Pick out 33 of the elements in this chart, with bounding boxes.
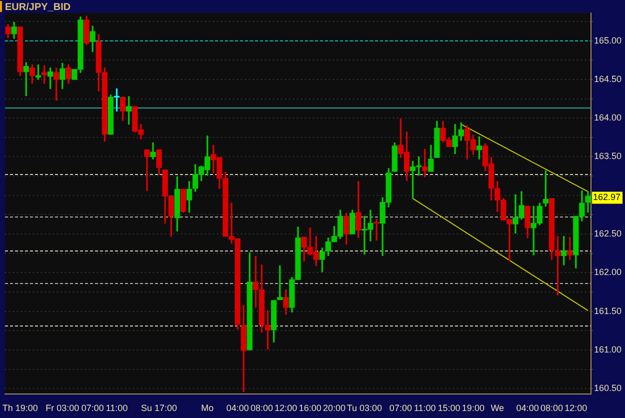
y-tick-label: 165.00 [594, 35, 622, 46]
x-tick-label: 07:00 [389, 402, 412, 413]
x-tick-label: 04:00 [516, 402, 539, 413]
y-tick-label: 161.00 [594, 344, 622, 354]
y-tick-label: 162.00 [594, 267, 622, 278]
x-tick-label: 11:00 [106, 402, 128, 413]
x-tick-label: 11:00 [414, 402, 436, 413]
y-tick-label: 164.50 [594, 74, 622, 84]
x-tick-label: 07:00 [81, 402, 104, 413]
x-tick-label: Mo [201, 402, 214, 413]
y-tick-label: 160.50 [594, 383, 622, 394]
x-tick-label: 16:00 [298, 402, 322, 413]
y-tick-label: 161.50 [594, 306, 622, 316]
candlestick [144, 149, 150, 192]
x-tick-label: Th 19:00 [2, 402, 38, 413]
x-tick-label: 08:00 [540, 402, 563, 413]
y-tick-label: 164.00 [594, 112, 622, 123]
x-tick-label: Tu 03:00 [346, 402, 382, 413]
chart-title: EUR/JPY_BID [5, 2, 71, 13]
x-tick-label: 15:00 [438, 402, 460, 413]
x-tick-label: 12:00 [564, 402, 588, 413]
x-tick-label: We [490, 402, 504, 413]
x-tick-label: Fr 03:00 [46, 402, 80, 413]
x-tick-label: 19:00 [462, 402, 484, 413]
candlestick [374, 219, 380, 241]
x-tick-label: 12:00 [274, 402, 298, 413]
y-tick-label: 163.50 [594, 151, 622, 162]
y-tick-label: 162.50 [594, 228, 622, 239]
x-tick-label: 08:00 [250, 402, 274, 413]
x-tick-label: 20:00 [322, 402, 346, 413]
x-tick-label: Su 17:00 [141, 402, 178, 413]
x-tick-label: 04:00 [226, 402, 249, 413]
annotation: 162.97 [593, 192, 621, 202]
